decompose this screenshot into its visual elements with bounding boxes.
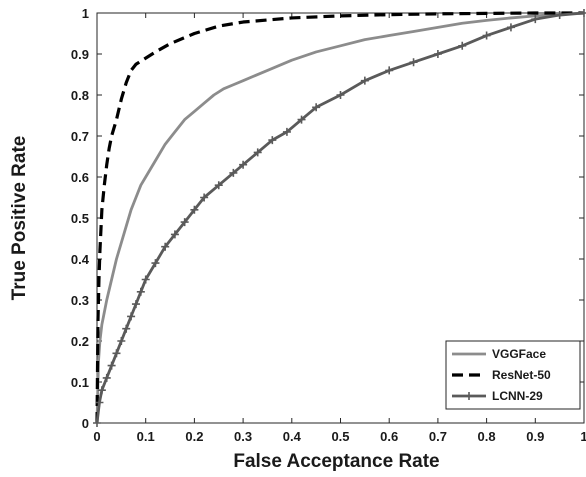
data-point-marker [131, 300, 140, 309]
data-point-marker [385, 66, 394, 75]
x-tick-label: 0.3 [234, 429, 252, 444]
y-tick-label: 0.3 [71, 293, 89, 308]
data-point-marker [141, 275, 150, 284]
data-point-marker [253, 148, 262, 157]
y-tick-label: 0 [82, 416, 89, 431]
series-line-vggface [95, 11, 585, 424]
data-point-marker [268, 136, 277, 145]
y-tick-label: 1 [82, 6, 89, 21]
data-point-marker [433, 50, 442, 58]
data-point-marker [282, 127, 291, 136]
x-tick-label: 1 [580, 429, 586, 444]
y-axis-title: True Positive Rate [9, 136, 30, 301]
x-tick-label: 0.1 [137, 429, 155, 444]
data-point-marker [190, 205, 199, 214]
data-point-marker [122, 324, 131, 333]
x-tick-label: 0.2 [185, 429, 203, 444]
y-tick-label: 0.6 [71, 170, 89, 185]
data-point-marker [107, 361, 116, 370]
data-point-marker [336, 91, 345, 99]
y-tick-label: 0.9 [71, 47, 89, 62]
legend-marker [465, 392, 473, 400]
axes: 0 0.1 0.2 0.3 0.4 0.5 0.6 0.7 0.8 0.9 1 0 0.1 0.2 0.3 0… [9, 6, 586, 472]
data-point-marker [161, 242, 170, 251]
series-line-resnet-50 [95, 11, 584, 424]
x-tick-label: 0.5 [331, 429, 349, 444]
data-point-marker [229, 168, 238, 177]
data-point-marker [97, 386, 106, 395]
legend: VGGFace ResNet-50 LCNN-29 [445, 340, 581, 410]
y-tick-label: 0.8 [71, 88, 89, 103]
data-point-marker [170, 230, 179, 239]
data-point-marker [200, 193, 209, 202]
data-point-marker [409, 58, 418, 67]
data-point-marker [117, 337, 126, 345]
y-tick-label: 0.7 [71, 129, 89, 144]
data-point-marker [151, 259, 160, 268]
data-point-marker [297, 115, 306, 124]
y-tick-label: 0.2 [71, 334, 89, 349]
data-point-marker [214, 181, 223, 190]
data-point-marker [531, 15, 540, 24]
x-tick-label: 0 [93, 429, 100, 444]
data-point-marker [458, 41, 467, 50]
data-point-marker [580, 9, 586, 17]
data-point-marker [180, 218, 189, 227]
data-point-marker [93, 419, 101, 427]
data-point-marker [555, 11, 564, 20]
x-tick-label: 0.9 [526, 429, 544, 444]
y-tick-label: 0.5 [71, 211, 89, 226]
y-tick-label: 0.1 [71, 375, 89, 390]
data-point-marker [506, 23, 515, 32]
plot-series [93, 9, 586, 427]
data-point-marker [127, 312, 136, 321]
x-tick-label: 0.7 [429, 429, 447, 444]
x-tick-label: 0.4 [283, 429, 302, 444]
data-point-marker [136, 287, 145, 296]
legend-label-resnet-50: ResNet-50 [492, 368, 551, 382]
y-tick-label: 0.4 [71, 252, 90, 267]
x-axis-title: False Acceptance Rate [233, 451, 439, 472]
legend-label-vggface: VGGFace [492, 347, 546, 361]
x-tick-label: 0.6 [380, 429, 398, 444]
legend-label-lcnn-29: LCNN-29 [492, 389, 543, 403]
data-point-marker [112, 349, 121, 358]
data-point-marker [312, 103, 321, 112]
data-point-marker [102, 373, 111, 382]
data-point-marker [95, 398, 104, 407]
data-point-marker [239, 160, 248, 169]
x-tick-label: 0.8 [478, 429, 496, 444]
data-point-marker [482, 31, 491, 40]
data-point-marker [360, 76, 369, 85]
